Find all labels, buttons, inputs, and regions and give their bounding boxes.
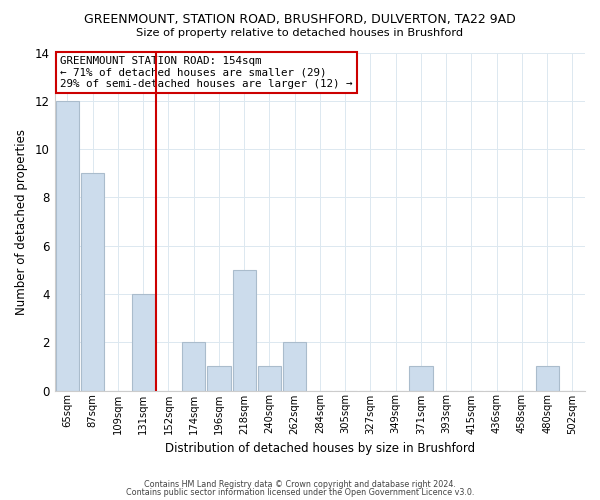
Text: Contains public sector information licensed under the Open Government Licence v3: Contains public sector information licen… [126, 488, 474, 497]
Text: GREENMOUNT STATION ROAD: 154sqm
← 71% of detached houses are smaller (29)
29% of: GREENMOUNT STATION ROAD: 154sqm ← 71% of… [60, 56, 353, 89]
Bar [536, 366, 559, 390]
Bar [131, 294, 155, 390]
Bar [283, 342, 306, 390]
Text: GREENMOUNT, STATION ROAD, BRUSHFORD, DULVERTON, TA22 9AD: GREENMOUNT, STATION ROAD, BRUSHFORD, DUL… [84, 12, 516, 26]
Bar [409, 366, 433, 390]
Bar [207, 366, 230, 390]
Bar [258, 366, 281, 390]
X-axis label: Distribution of detached houses by size in Brushford: Distribution of detached houses by size … [165, 442, 475, 455]
Text: Size of property relative to detached houses in Brushford: Size of property relative to detached ho… [136, 28, 464, 38]
Bar [182, 342, 205, 390]
Bar [81, 173, 104, 390]
Bar [233, 270, 256, 390]
Y-axis label: Number of detached properties: Number of detached properties [15, 128, 28, 314]
Bar [56, 101, 79, 390]
Text: Contains HM Land Registry data © Crown copyright and database right 2024.: Contains HM Land Registry data © Crown c… [144, 480, 456, 489]
